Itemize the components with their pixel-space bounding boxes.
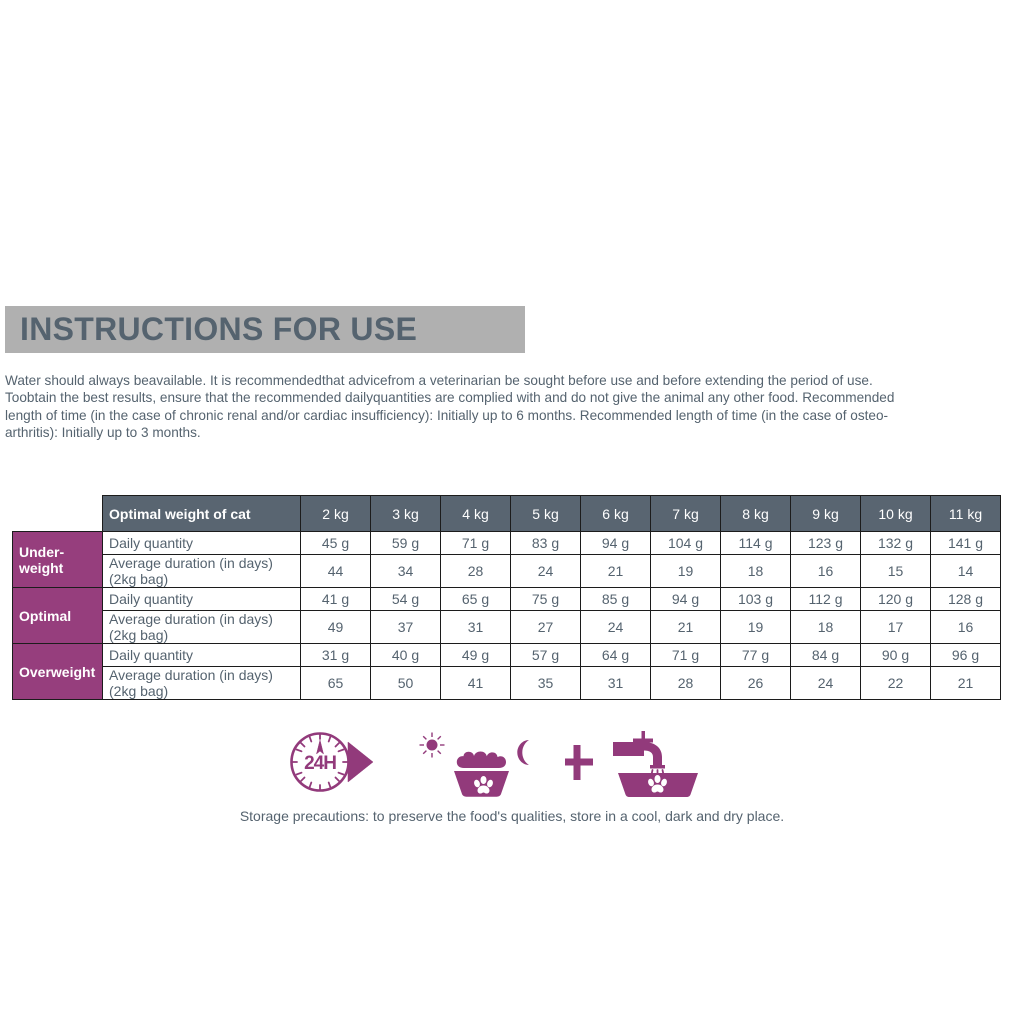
svg-text:24H: 24H: [304, 753, 336, 774]
